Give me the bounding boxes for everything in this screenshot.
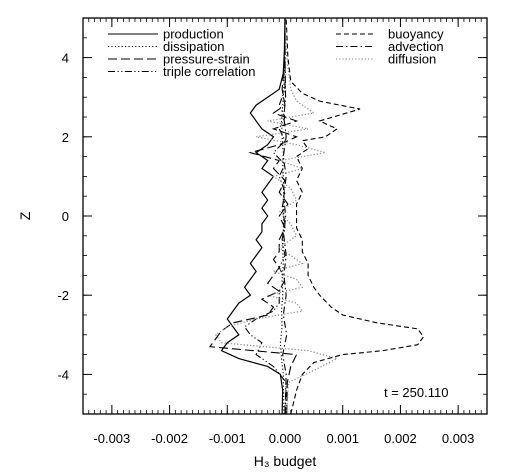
x-axis-title: H₃ budget	[254, 453, 317, 469]
plot-frame	[82, 17, 488, 415]
ticks-layer: -0.003 -0.002 -0.001 0.000 0.001 0.002 0.003 -4…	[57, 17, 488, 446]
y-tick-label: 2	[62, 130, 69, 145]
y-tick-label: 0	[62, 209, 69, 224]
legend-label: production	[163, 27, 224, 42]
series-line-production	[220, 17, 286, 415]
series-line-triple-correlation	[243, 18, 287, 415]
y-tick-label: -2	[57, 288, 69, 303]
x-tick-label: 0.000	[269, 431, 302, 446]
legend-label: diffusion	[388, 52, 436, 67]
time-annotation: t = 250.110	[384, 385, 448, 400]
series-line-buoyancy	[285, 17, 425, 415]
legend-label: advection	[388, 39, 444, 54]
y-axis-title: Z	[17, 211, 33, 220]
series-layer	[208, 17, 425, 415]
y-tick-label: -4	[57, 367, 69, 382]
series-line-advection	[282, 18, 288, 415]
y-tick-label: 4	[62, 51, 69, 66]
x-tick-label: 0.002	[384, 431, 417, 446]
series-line-pressure-strain	[208, 18, 299, 415]
legend-label: buoyancy	[388, 27, 444, 42]
x-tick-label: 0.001	[326, 431, 359, 446]
x-tick-label: -0.003	[93, 431, 130, 446]
x-tick-label: -0.001	[209, 431, 246, 446]
x-tick-label: 0.003	[442, 431, 475, 446]
series-line-diffusion	[214, 17, 339, 415]
legend-label: triple correlation	[163, 64, 256, 79]
legend: productiondissipationpressure-straintrip…	[108, 27, 444, 79]
legend-label: dissipation	[163, 39, 224, 54]
x-tick-label: -0.002	[151, 431, 188, 446]
legend-label: pressure-strain	[163, 52, 250, 67]
